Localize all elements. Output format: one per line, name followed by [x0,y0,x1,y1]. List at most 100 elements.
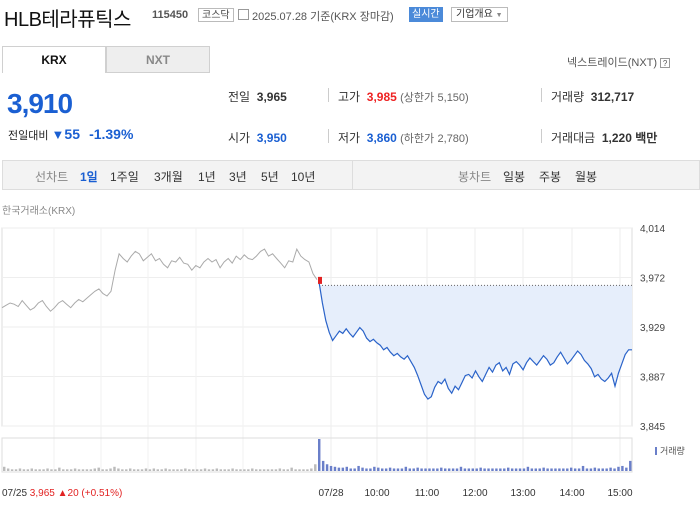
volume-bar [93,468,96,471]
volume-bar [483,468,486,471]
calendar-icon [238,9,249,20]
volume-bar [526,466,530,471]
stat-value: 3,965 [256,90,287,104]
period-10y[interactable]: 10년 [291,170,316,184]
volume-bar [573,468,577,471]
volume-bar [203,468,207,471]
volume-bar [18,468,22,471]
tab-krx[interactable]: KRX [2,46,106,73]
volume-bar [184,468,187,471]
volume-bar [62,469,65,471]
volume-bar [42,469,45,471]
volume-bar [609,467,612,471]
volume-bar [211,469,215,471]
stat-label: 시가 [228,131,251,145]
volume-bar [34,469,37,471]
volume-bar [444,468,447,471]
volume-bar [298,469,301,471]
volume-bar [89,469,93,471]
volume-bar [467,468,471,471]
candle-daily[interactable]: 일봉 [503,170,526,184]
tab-nxt[interactable]: NXT [106,46,210,73]
volume-bar [373,466,376,471]
volume-bar [585,468,589,471]
overview-label: 기업개요 [456,9,493,20]
volume-bar [554,468,557,471]
nxt-link[interactable]: 넥스트레이드(NXT)? [567,54,671,70]
volume-bar [400,468,404,471]
change-percent: -1.39% [89,126,134,142]
volume-bar [77,469,81,471]
candle-monthly[interactable]: 월봉 [575,170,598,184]
candle-weekly[interactable]: 주봉 [539,170,562,184]
lower-limit-label: (하한가 [400,133,435,145]
stock-header: HLB테라퓨틱스 115450 코스닥 2025.07.28 기준(KRX 장마… [0,0,700,31]
volume-bar [416,467,419,471]
volume-bar [105,469,108,471]
x-tick-label: 15:00 [607,488,632,499]
stat-label: 전일 [228,90,251,104]
volume-bar [377,467,380,471]
volume-bar [487,468,490,471]
current-price: 3,910 [7,88,73,119]
x-tick-label: 10:00 [364,488,389,499]
volume-bar [129,468,132,471]
volume-bar [156,469,159,471]
volume-bar [286,469,289,471]
x-tick-label: 07/28 [318,488,343,499]
period-5y[interactable]: 5년 [261,170,279,184]
volume-bar [542,467,545,471]
caret-down-icon: ▼ [495,12,503,19]
volume-bar [463,468,467,471]
period-3m[interactable]: 3개월 [154,170,183,184]
stock-name: HLB테라퓨틱스 [4,9,131,31]
volume-bar [223,469,226,471]
realtime-button[interactable]: 실시간 [409,7,443,22]
price-line [318,281,632,400]
volume-bar [495,468,498,471]
help-icon[interactable]: ? [660,58,671,68]
volume-bar [581,465,585,471]
volume-bar [164,468,167,471]
volume-bar [144,468,148,471]
divider [328,129,329,143]
volume-bar [510,468,514,471]
volume-legend: 거래량 [655,444,685,457]
line-chart-label: 선차트 [35,170,69,184]
stock-code: 115450 [152,9,189,21]
x-tick-label: 11:00 [415,488,440,499]
upper-limit-label: (상한가 [400,92,435,104]
volume-bar [392,468,396,471]
volume-bar [314,464,317,471]
volume-bar [396,468,400,471]
company-overview-dropdown[interactable]: 기업개요 ▼ [451,7,508,22]
volume-bar [140,469,144,471]
stat-value: 3,985 [366,90,397,104]
period-1d[interactable]: 1일 [80,170,98,184]
volume-bar [81,469,85,471]
volume-bar [255,469,258,471]
volume-bar [349,468,352,471]
volume-bar [589,468,593,471]
volume-bar [621,465,624,471]
period-1w[interactable]: 1주일 [110,170,139,184]
volume-bar [148,469,152,471]
chart-source: 한국거래소(KRX) [2,206,76,217]
volume-bar [294,469,297,471]
y-tick-label: 3,929 [640,323,665,334]
volume-bar [302,469,305,471]
period-3y[interactable]: 3년 [229,170,247,184]
volume-bar [239,469,242,471]
volume-bar [231,468,234,471]
y-tick-label: 3,972 [640,274,665,285]
date-text: 2025.07.28 기준(KRX 장마감) [252,8,394,24]
stat-value: 312,717 [590,90,635,104]
volume-bar [447,468,451,471]
volume-bar [325,464,329,471]
volume-bar [101,469,104,471]
volume-bar [566,468,569,471]
period-1y[interactable]: 1년 [198,170,216,184]
volume-bar [361,467,364,471]
volume-bar [321,460,325,471]
